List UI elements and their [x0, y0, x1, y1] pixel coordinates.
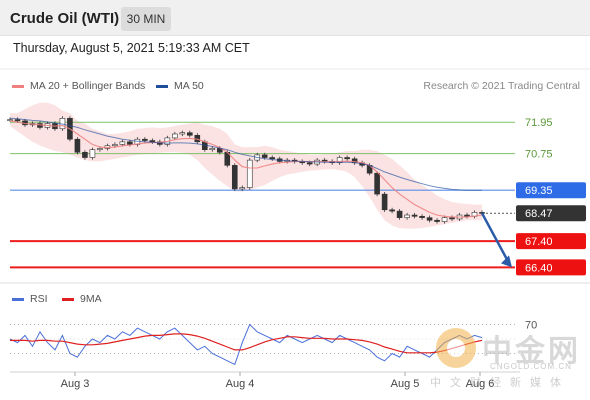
price-level-label-68.47: 68.47 [516, 205, 586, 222]
ma20-line [9, 120, 483, 218]
candle-body [97, 148, 103, 150]
ma20-label: MA 20 + Bollinger Bands [30, 80, 146, 92]
bollinger-band [10, 102, 482, 229]
candle-body [389, 209, 395, 212]
rsi-ma-label: 9MA [80, 293, 102, 305]
price-level-label-69.35: 69.35 [516, 182, 586, 199]
candle-body [344, 157, 350, 160]
projection-arrow [480, 212, 510, 262]
timestamp: Thursday, August 5, 2021 5:19:33 AM CET [13, 41, 250, 55]
candle-body [426, 217, 433, 221]
candle-body [404, 214, 410, 218]
watermark-domain: CNGOLD.COM.CN [490, 362, 572, 371]
watermark-logo-icon [436, 328, 476, 368]
candle-body [231, 165, 238, 190]
candle-body [464, 214, 470, 217]
ma50-line [9, 117, 482, 191]
legend-rsi: RSI [12, 293, 48, 305]
candle-body [119, 141, 126, 145]
price-level-tag [516, 259, 586, 276]
candle-body [381, 193, 388, 211]
instrument-title: Crude Oil (WTI) [10, 10, 120, 27]
x-tick-label: Aug 6 [466, 378, 495, 390]
legend-rsi-ma: 9MA [62, 293, 102, 305]
price-level-text: 69.35 [525, 185, 553, 197]
candle-body [112, 144, 118, 147]
candle-body [127, 141, 133, 145]
candle-body [82, 151, 88, 158]
rsi-label: RSI [30, 293, 48, 305]
rsi-ma-line [10, 333, 483, 354]
candle-body [411, 214, 418, 217]
price-level-label-67.40: 67.40 [516, 233, 586, 250]
projection-arrowhead [501, 255, 512, 268]
candle-body [142, 138, 148, 141]
rsi-swatch [12, 297, 24, 301]
candle-body [261, 154, 268, 158]
candle-body [306, 162, 313, 165]
price-level-tag [516, 205, 586, 222]
x-tick-label: Aug 5 [391, 378, 420, 390]
candle-body [419, 216, 425, 218]
price-level-text: 71.95 [525, 117, 553, 129]
interval-badge[interactable]: 30 MIN [121, 7, 171, 31]
candle-body [374, 172, 380, 195]
ma50-label: MA 50 [174, 80, 204, 92]
candle-body [246, 159, 253, 188]
candle-body [14, 119, 21, 122]
watermark-name: 中金网 [482, 334, 581, 369]
rsi-level-label: 70 [525, 320, 537, 332]
price-level-label-71.95: 71.95 [525, 117, 553, 129]
candle-body [269, 157, 276, 160]
candle-body [239, 187, 246, 190]
candle-body [396, 210, 403, 218]
candle-body [187, 132, 193, 136]
candle-body [179, 132, 186, 135]
ma20-swatch [12, 84, 24, 88]
candle-body [89, 149, 96, 158]
candle-body [74, 138, 81, 153]
candle-body [449, 217, 455, 220]
price-level-tag [516, 182, 586, 199]
candle-body [149, 140, 156, 143]
price-level-text: 67.40 [525, 236, 553, 248]
price-level-label-66.40: 66.40 [516, 259, 586, 276]
x-tick-label: Aug 3 [61, 378, 90, 390]
legend-ma20: MA 20 + Bollinger Bands [12, 80, 145, 92]
header-bar: Crude Oil (WTI) 30 MIN [0, 0, 590, 36]
x-tick-label: Aug 4 [226, 378, 255, 390]
candle-body [441, 217, 448, 222]
price-level-text: 66.40 [525, 262, 553, 274]
watermark: 中金网 CNGOLD.COM.CN 中文财经新媒体 [430, 322, 590, 389]
candle-body [172, 133, 178, 139]
credit-text: Research © 2021 Trading Central [423, 80, 580, 92]
price-level-tag [516, 233, 586, 250]
candle-body [209, 148, 216, 150]
price-level-label-70.75: 70.75 [525, 149, 553, 161]
watermark-subtitle: 中文财经新媒体 [430, 376, 570, 389]
legend-ma50: MA 50 [156, 80, 204, 92]
price-level-text: 70.75 [525, 149, 553, 161]
ma50-swatch [156, 84, 168, 88]
rsi-ma-swatch [62, 297, 74, 301]
candle-body [434, 219, 440, 222]
price-level-text: 68.47 [525, 208, 553, 220]
candle-body [336, 157, 343, 164]
candle-body [7, 119, 13, 121]
